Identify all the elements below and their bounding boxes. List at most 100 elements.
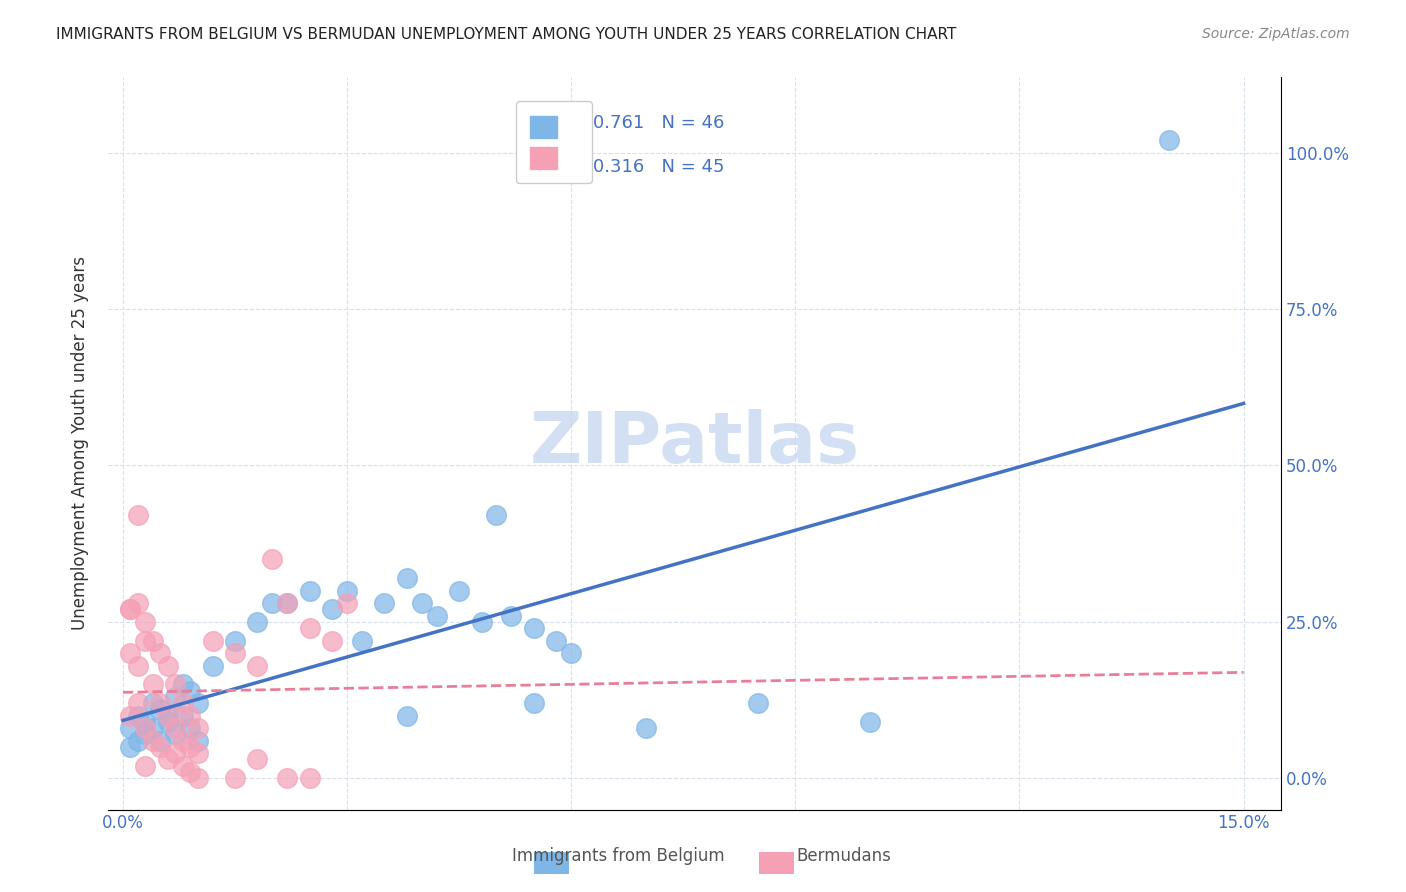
Point: [165, 721, 187, 735]
Point: [246, 658, 269, 673]
Point: [172, 696, 194, 710]
Point: [165, 746, 187, 760]
Point: [149, 696, 172, 710]
Point: [350, 633, 373, 648]
Point: [298, 771, 321, 785]
Point: [246, 615, 269, 629]
Point: [134, 721, 156, 735]
Point: [298, 583, 321, 598]
Point: [546, 633, 568, 648]
Point: [634, 721, 657, 735]
Point: [149, 702, 172, 716]
Point: [127, 708, 149, 723]
Point: [395, 708, 418, 723]
Point: [165, 677, 187, 691]
Point: [142, 696, 165, 710]
Text: IMMIGRANTS FROM BELGIUM VS BERMUDAN UNEMPLOYMENT AMONG YOUTH UNDER 25 YEARS CORR: IMMIGRANTS FROM BELGIUM VS BERMUDAN UNEM…: [56, 27, 956, 42]
Point: [187, 733, 209, 747]
Point: [859, 714, 882, 729]
Point: [156, 708, 179, 723]
Point: [149, 733, 172, 747]
Point: [179, 764, 201, 779]
Point: [262, 596, 284, 610]
Point: [321, 633, 343, 648]
Text: Immigrants from Belgium: Immigrants from Belgium: [512, 847, 725, 865]
Point: [501, 608, 523, 623]
Point: [373, 596, 395, 610]
Point: [134, 758, 156, 772]
Point: [470, 615, 492, 629]
Point: [224, 646, 246, 660]
Point: [523, 621, 546, 635]
Text: Source: ZipAtlas.com: Source: ZipAtlas.com: [1202, 27, 1350, 41]
Legend:  ,  : ,: [516, 101, 592, 183]
Point: [201, 658, 224, 673]
Point: [201, 633, 224, 648]
Text: R = 0.316   N = 45: R = 0.316 N = 45: [554, 158, 724, 176]
Point: [426, 608, 449, 623]
Point: [276, 771, 298, 785]
Point: [134, 727, 156, 741]
Point: [224, 633, 246, 648]
Text: R = 0.761   N = 46: R = 0.761 N = 46: [554, 114, 724, 132]
Point: [120, 739, 142, 754]
Point: [179, 739, 201, 754]
Point: [336, 596, 359, 610]
Point: [142, 733, 165, 747]
Point: [172, 677, 194, 691]
Point: [395, 571, 418, 585]
Text: Bermudans: Bermudans: [796, 847, 891, 865]
Point: [120, 708, 142, 723]
Point: [276, 596, 298, 610]
Point: [747, 696, 769, 710]
Point: [127, 508, 149, 523]
Point: [1157, 133, 1180, 147]
Point: [134, 615, 156, 629]
Point: [187, 721, 209, 735]
Point: [165, 727, 187, 741]
Point: [187, 771, 209, 785]
Point: [411, 596, 433, 610]
Point: [142, 633, 165, 648]
Point: [156, 658, 179, 673]
Point: [336, 583, 359, 598]
Point: [298, 621, 321, 635]
Point: [172, 733, 194, 747]
Text: ZIPatlas: ZIPatlas: [530, 409, 859, 478]
Point: [179, 708, 201, 723]
Point: [149, 739, 172, 754]
Point: [127, 696, 149, 710]
Point: [179, 683, 201, 698]
Point: [165, 690, 187, 704]
Point: [120, 602, 142, 616]
Point: [127, 733, 149, 747]
Point: [149, 646, 172, 660]
Point: [449, 583, 471, 598]
Point: [134, 714, 156, 729]
Point: [120, 602, 142, 616]
Point: [142, 677, 165, 691]
Point: [172, 758, 194, 772]
Point: [262, 552, 284, 566]
Y-axis label: Unemployment Among Youth under 25 years: Unemployment Among Youth under 25 years: [72, 257, 89, 631]
Point: [120, 646, 142, 660]
Point: [127, 658, 149, 673]
Point: [156, 708, 179, 723]
Point: [523, 696, 546, 710]
Point: [120, 721, 142, 735]
Point: [179, 721, 201, 735]
Point: [134, 633, 156, 648]
Point: [156, 714, 179, 729]
Point: [142, 721, 165, 735]
Point: [321, 602, 343, 616]
Point: [485, 508, 508, 523]
Point: [127, 596, 149, 610]
Point: [246, 752, 269, 766]
Point: [276, 596, 298, 610]
Point: [224, 771, 246, 785]
Point: [172, 708, 194, 723]
Point: [187, 746, 209, 760]
Point: [187, 696, 209, 710]
Point: [560, 646, 582, 660]
Point: [156, 752, 179, 766]
